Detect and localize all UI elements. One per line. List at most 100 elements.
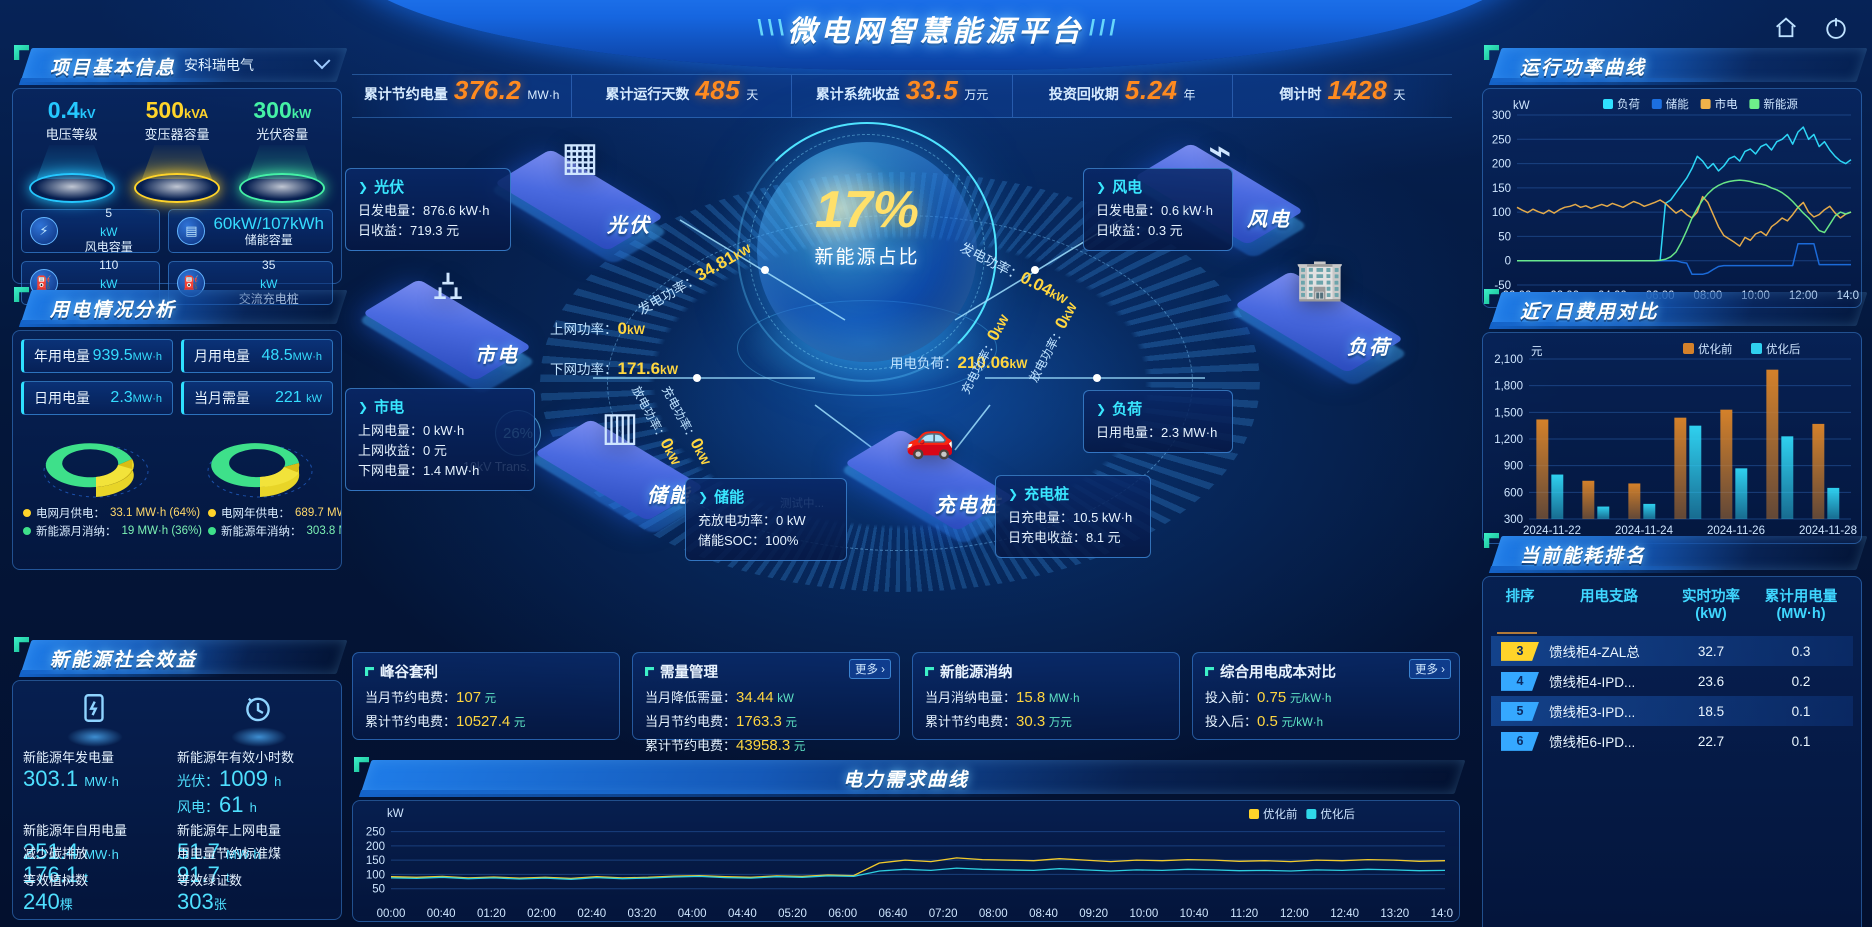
svg-text:04:00: 04:00: [678, 908, 707, 920]
svg-text:250: 250: [366, 827, 385, 839]
donut-yearly: [200, 425, 318, 503]
node-grid[interactable]: ⛼ 市电: [357, 264, 537, 395]
usage-cell-demand: 当月需量 221 kW: [181, 381, 333, 415]
infobox-storage: 储能 充放电功率：0 kW 储能SOC：100%: [685, 478, 847, 562]
panel-body: -50050100150200250300kW00:0002:0004:0006…: [1482, 88, 1862, 308]
kpi-value: 485: [695, 75, 741, 105]
table-row[interactable]: 4 馈线柜4-IPD... 23.6 0.2: [1491, 666, 1853, 696]
wind-farm-icon: ⌁: [1207, 129, 1233, 173]
usage-cell-year: 年用电量 939.5MW·h: [21, 339, 173, 373]
kpi-unit: 天: [746, 88, 759, 102]
beam-label: 光伏容量: [256, 127, 309, 142]
mini-wind-capacity: ⚡ 5 kW 风电容量: [21, 206, 161, 255]
more-button[interactable]: 更多 ›: [848, 659, 891, 679]
infobox-row: 日收益：719.3 元: [358, 223, 460, 239]
beam-label: 变压器容量: [144, 127, 210, 142]
beam-disc: [239, 173, 326, 203]
panel-header: 新能源社会效益: [12, 637, 348, 677]
node-label: 充电桩: [935, 495, 1001, 517]
card-row: 累计节约电费：30.3 万元: [925, 713, 1072, 730]
mini-value: 5 kW: [100, 206, 118, 239]
beam-voltage: 0.4kV 电压等级: [22, 99, 122, 203]
svg-text:2,100: 2,100: [1494, 354, 1523, 366]
panel-body: 50 100 150 200 250 kW 00:00 00:40 01:20 02:00 02:4…: [352, 800, 1460, 922]
beam-value: 0.4kV: [47, 97, 96, 123]
legend-key: 电网月供电：: [36, 508, 105, 520]
usage-value: 48.5MW·h: [261, 347, 322, 364]
kpi-unit: 年: [1183, 88, 1196, 102]
usage-value: 221 kW: [274, 389, 322, 406]
infobox-title: 光伏: [358, 176, 498, 197]
social-value: 51.7 MW·h: [177, 839, 261, 864]
infobox-grid: 市电 上网电量：0 kW·h 上网收益：0 元 下网电量：1.4 MW·h: [345, 388, 535, 492]
social-item-carbon: 减少碳排放 176.1 t: [23, 843, 177, 888]
svg-text:新能源: 新能源: [1763, 97, 1798, 111]
panel-title: 新能源社会效益: [50, 650, 198, 671]
infobox-row: 日充电量：10.5 kW·h: [1008, 510, 1133, 525]
panel-header: 近7日费用对比: [1482, 289, 1868, 329]
panel-energy-ranking: 当前能耗排名 排序 用电支路 实时功率 (kW) 累计用电量 (MW·h) 3 馈线…: [1482, 533, 1868, 927]
beam-cone: [141, 145, 212, 179]
infobox-title: 充电桩: [1008, 483, 1138, 504]
energy-flow-diagram: 17% 新能源占比 ▦ 光伏: [345, 120, 1455, 650]
title-text: 微电网智慧能源平台: [787, 16, 1085, 48]
svg-text:07:20: 07:20: [929, 908, 958, 920]
svg-text:100: 100: [1492, 207, 1511, 219]
legend-value: 303.8 MW·h (31%): [306, 525, 341, 537]
usage-legend: 电网月供电： 33.1 MW·h (64%) 电网年供电： 689.7 MW·h (…: [13, 503, 341, 541]
node-wind[interactable]: ⌁ 风电: [1129, 129, 1309, 259]
node-storage[interactable]: ▥ 储能: [529, 405, 709, 535]
mini-value: 60kW/107kWh: [213, 213, 324, 233]
table-divider: [1497, 632, 1537, 635]
legend-value: 33.1 MW·h (64%): [110, 507, 201, 519]
icon-pedestal: [67, 727, 123, 747]
card-row: 当月节约电费：1763.3 元: [645, 713, 798, 730]
kpi-value: 5.24: [1124, 75, 1178, 105]
grid-tower-icon: ⛼: [432, 264, 464, 308]
node-ev-charger[interactable]: 🚗 充电桩: [839, 416, 1019, 545]
branch-cell: 馈线柜3-IPD...: [1549, 705, 1636, 721]
svg-text:300: 300: [1504, 514, 1523, 526]
branch-cell: 馈线柜4-IPD...: [1549, 675, 1636, 691]
legend-key: 新能源年消纳：: [221, 526, 302, 538]
panel-title: 电力需求曲线: [842, 770, 969, 791]
column-header-rank: 排序: [1505, 589, 1535, 605]
kpi-label: 累计系统收益: [815, 86, 900, 102]
usage-label: 年用电量: [34, 348, 90, 364]
social-item-trees: 等效植树数 240棵: [23, 870, 177, 915]
social-item-effective-hours: 新能源年有效小时数 光伏：1009 h 风电：61 h: [177, 747, 331, 818]
rank-cell: 5: [1491, 701, 1549, 721]
social-label: 新能源年自用电量: [23, 823, 128, 838]
table-row[interactable]: 6 馈线柜6-IPD... 22.7 0.1: [1491, 726, 1853, 756]
power-curve-chart: -50050100150200250300kW00:0002:0004:0006…: [1492, 97, 1859, 302]
node-load[interactable]: 🏢 负荷: [1229, 258, 1409, 387]
company-select[interactable]: 安科瑞电气: [176, 52, 336, 78]
social-value-wind: 风电：61 h: [177, 792, 257, 817]
more-button[interactable]: 更多 ›: [1408, 659, 1451, 679]
home-icon[interactable]: [1772, 14, 1800, 42]
table-row[interactable]: 5 馈线柜3-IPD... 18.5 0.1: [1491, 696, 1853, 727]
mini-label: 风电容量: [84, 240, 133, 255]
corner-flag-icon: [14, 45, 29, 60]
card-row: 当月降低需量：34.44 kW: [645, 689, 794, 706]
svg-text:10:00: 10:00: [1129, 908, 1158, 920]
beam-cone: [36, 145, 107, 179]
usage-value: 2.3MW·h: [110, 389, 162, 406]
social-label: 新能源年有效小时数: [177, 750, 295, 765]
panel-title: 用电情况分析: [50, 300, 177, 321]
table-row[interactable]: 3 馈线柜4-ZAL总 32.7 0.3: [1491, 636, 1853, 667]
company-select-value: 安科瑞电气: [184, 57, 254, 73]
flow-grid-import: 下网功率：171.6kW: [550, 359, 679, 378]
ranking-table-header: 排序 用电支路 实时功率 (kW) 累计用电量 (MW·h): [1483, 577, 1861, 628]
usage-value: 939.5MW·h: [92, 347, 162, 364]
node-pv[interactable]: ▦ 光伏: [489, 135, 669, 265]
svg-text:00:00: 00:00: [377, 908, 406, 920]
legend-item: 电网年供电： 689.7 MW·h (69%): [208, 505, 341, 521]
card-peak-valley-arbitrage: 峰谷套利 当月节约电费：107 元 累计节约电费：10527.4 元: [352, 652, 620, 740]
mini-text: 5 kW 风电容量: [66, 206, 151, 255]
infobox-pv: 光伏 日发电量：876.6 kW·h 日收益：719.3 元: [345, 168, 511, 252]
power-icon[interactable]: [1822, 14, 1850, 42]
kpi-value: 376.2: [453, 75, 522, 105]
energy-cell: 0.1: [1791, 733, 1811, 749]
infobox-ev-charger: 充电桩 日充电量：10.5 kW·h 日充电收益：8.1 元: [995, 475, 1151, 559]
